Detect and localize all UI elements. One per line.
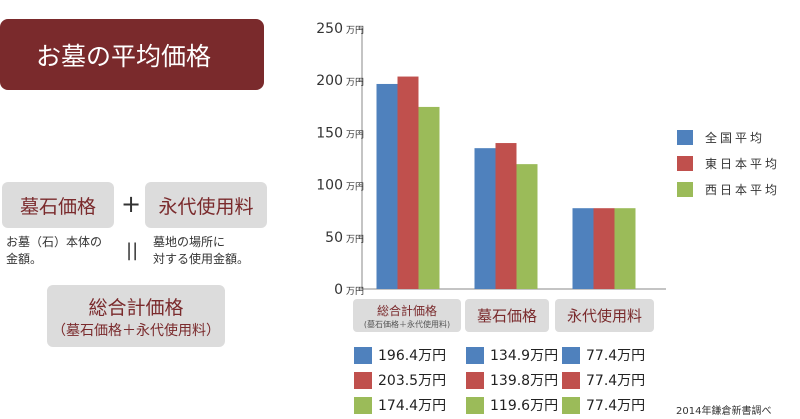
y-tick-unit: 万円 — [346, 129, 364, 140]
source-note: 2014年鎌倉新書調べ — [676, 406, 772, 417]
bar-1-2 — [474, 148, 496, 289]
value-text: 77.4万円 — [586, 348, 646, 364]
bar-3-3 — [614, 208, 636, 289]
bar-2-2 — [495, 143, 517, 289]
value-label: 77.4万円 — [562, 370, 645, 390]
value-label: 203.5万円 — [354, 370, 446, 390]
y-tick-unit: 万円 — [346, 182, 364, 193]
value-label: 139.8万円 — [466, 370, 558, 390]
legend-swatch — [677, 156, 693, 171]
y-tick-label: 200 — [316, 73, 343, 89]
category-label: 総合計価格 (墓石価格＋永代使用料) — [353, 299, 461, 332]
value-text: 119.6万円 — [490, 398, 559, 414]
value-label: 119.6万円 — [466, 395, 558, 415]
y-tick-unit: 万円 — [346, 77, 364, 88]
category-subtitle: (墓石価格＋永代使用料) — [363, 319, 451, 329]
y-tick-label: 0 — [334, 282, 343, 298]
plus-sign: + — [121, 190, 142, 218]
term-usage-fee: 永代使用料 — [145, 182, 267, 228]
y-tick-label: 50 — [325, 230, 343, 246]
term-stone-price: 墓石価格 — [2, 182, 114, 228]
bar-2-1 — [397, 76, 419, 290]
value-text: 196.4万円 — [378, 348, 447, 364]
legend-swatch — [677, 182, 693, 197]
value-swatch — [354, 346, 372, 364]
y-tick-unit: 万円 — [346, 25, 364, 36]
usage-fee-note: 墓地の場所に 対する使用金額。 — [153, 235, 250, 266]
value-text: 174.4万円 — [378, 398, 447, 414]
category-title: 永代使用料 — [566, 307, 642, 325]
value-label: 134.9万円 — [466, 345, 558, 365]
legend-item: 全国平均 — [677, 129, 765, 146]
bar-1-3 — [572, 208, 594, 289]
value-label: 196.4万円 — [354, 345, 446, 365]
value-swatch — [466, 371, 484, 389]
value-swatch — [562, 371, 580, 389]
category-title: 総合計価格 — [376, 303, 437, 318]
value-swatch — [562, 346, 580, 364]
bar-2-3 — [593, 208, 615, 289]
value-swatch — [354, 371, 372, 389]
y-tick-unit: 万円 — [346, 234, 364, 245]
category-label: 墓石価格 — [465, 299, 549, 332]
legend-label: 東日本平均 — [705, 157, 781, 171]
category-label: 永代使用料 — [555, 299, 654, 332]
total-price-title: 総合計価格 — [88, 296, 184, 319]
equals-sign: || — [126, 240, 139, 261]
value-swatch — [466, 346, 484, 364]
y-tick-label: 250 — [316, 21, 343, 37]
value-label: 77.4万円 — [562, 345, 645, 365]
total-price-subtitle: （墓石価格＋永代使用料） — [52, 322, 220, 339]
value-swatch — [562, 396, 580, 414]
value-label: 77.4万円 — [562, 395, 645, 415]
legend-label: 西日本平均 — [705, 183, 781, 197]
bar-3-2 — [516, 164, 538, 289]
bar-3-1 — [418, 106, 440, 290]
legend-item: 西日本平均 — [677, 181, 780, 198]
value-text: 139.8万円 — [490, 373, 559, 389]
category-title: 墓石価格 — [476, 307, 537, 325]
legend-label: 全国平均 — [705, 131, 766, 145]
y-tick-unit: 万円 — [346, 286, 364, 297]
value-text: 77.4万円 — [586, 373, 646, 389]
total-price-box: 総合計価格 （墓石価格＋永代使用料） — [47, 285, 225, 347]
value-label: 174.4万円 — [354, 395, 446, 415]
value-text: 134.9万円 — [490, 348, 559, 364]
legend-swatch — [677, 130, 693, 145]
y-tick-label: 150 — [316, 125, 343, 141]
legend-item: 東日本平均 — [677, 155, 780, 172]
value-text: 77.4万円 — [586, 398, 646, 414]
y-tick-label: 100 — [316, 178, 343, 194]
page-title: お墓の平均価格 — [0, 19, 264, 90]
bar-1-1 — [376, 83, 398, 289]
value-text: 203.5万円 — [378, 373, 447, 389]
value-swatch — [466, 396, 484, 414]
stone-price-note: お墓（石）本体の 金額。 — [6, 235, 103, 266]
value-swatch — [354, 396, 372, 414]
